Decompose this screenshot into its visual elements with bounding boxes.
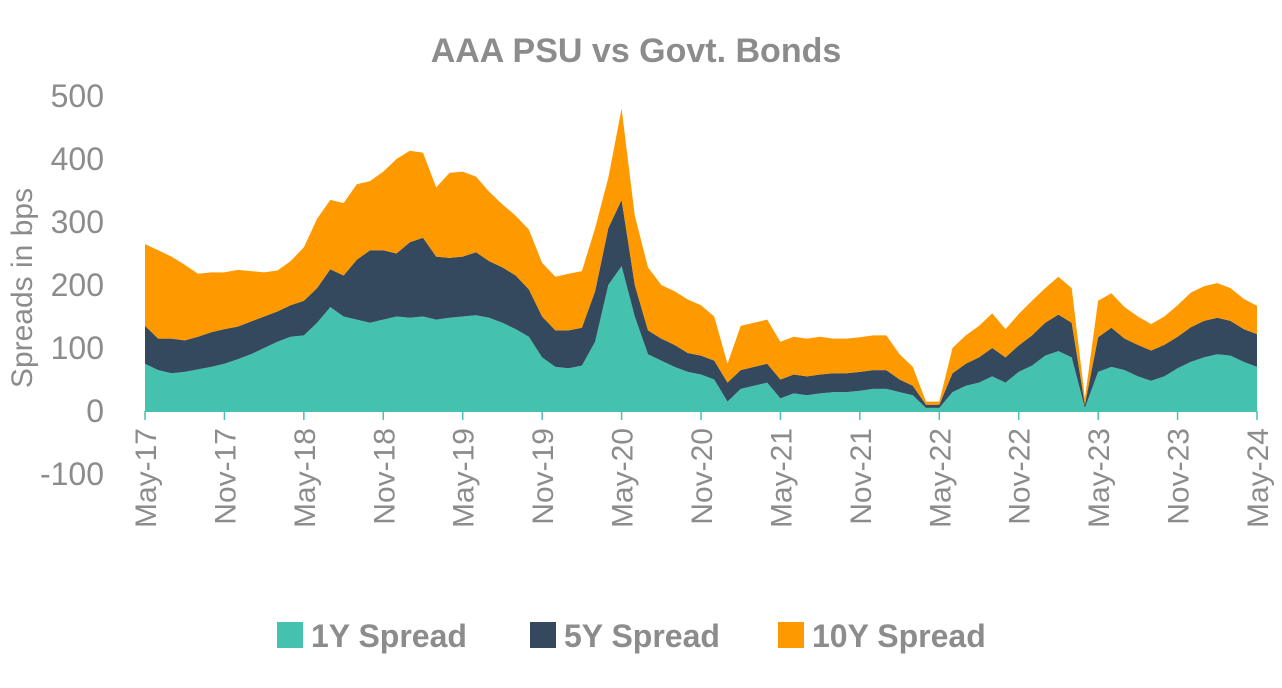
plot-area — [145, 108, 1257, 411]
legend-item-1y-spread: 1Y Spread — [277, 618, 467, 654]
x-tick-label: May-24 — [1242, 428, 1275, 528]
series-area-1y-spread — [145, 266, 1257, 411]
x-tick-label: May-22 — [924, 428, 957, 528]
y-tick-label: 100 — [51, 330, 104, 366]
x-tick-label: May-18 — [289, 428, 322, 528]
x-tick-label: Nov-19 — [527, 428, 560, 525]
legend-label: 10Y Spread — [812, 618, 986, 654]
chart-title: AAA PSU vs Govt. Bonds — [431, 32, 842, 70]
series-area-5y-spread — [145, 199, 1257, 408]
legend-swatch — [778, 622, 804, 648]
x-tick-label: Nov-20 — [686, 428, 719, 525]
y-tick-label: 0 — [86, 393, 104, 429]
x-tick-label: Nov-21 — [845, 428, 878, 525]
x-tick-label: May-20 — [607, 428, 640, 528]
y-tick-label: 400 — [51, 141, 104, 177]
x-tick-label: Nov-17 — [209, 428, 242, 525]
x-tick-label: Nov-22 — [1004, 428, 1037, 525]
legend-item-5y-spread: 5Y Spread — [530, 618, 720, 654]
y-tick-label: 200 — [51, 267, 104, 303]
x-tick-label: May-17 — [130, 428, 163, 528]
legend-swatch — [277, 622, 303, 648]
y-tick-label: 300 — [51, 204, 104, 240]
legend-label: 5Y Spread — [564, 618, 720, 654]
y-axis: 500 400 300 200 100 0 -100 — [40, 78, 104, 492]
legend-item-10y-spread: 10Y Spread — [778, 618, 986, 654]
series-area-10y-spread — [145, 108, 1257, 405]
x-tick-label: May-23 — [1083, 428, 1116, 528]
x-tick-label: May-19 — [448, 428, 481, 528]
x-axis: May-17 Nov-17 May-18 Nov-18 May-19 Nov-19 May-… — [130, 411, 1275, 528]
x-tick-label: Nov-23 — [1163, 428, 1196, 525]
legend: 1Y Spread 5Y Spread 10Y Spread — [277, 618, 986, 654]
y-tick-label: -100 — [40, 456, 104, 492]
x-tick-label: Nov-18 — [368, 428, 401, 525]
legend-label: 1Y Spread — [311, 618, 467, 654]
y-tick-label: 500 — [51, 78, 104, 114]
y-axis-label: Spreads in bps — [6, 188, 39, 388]
legend-swatch — [530, 622, 556, 648]
x-tick-label: May-21 — [765, 428, 798, 528]
